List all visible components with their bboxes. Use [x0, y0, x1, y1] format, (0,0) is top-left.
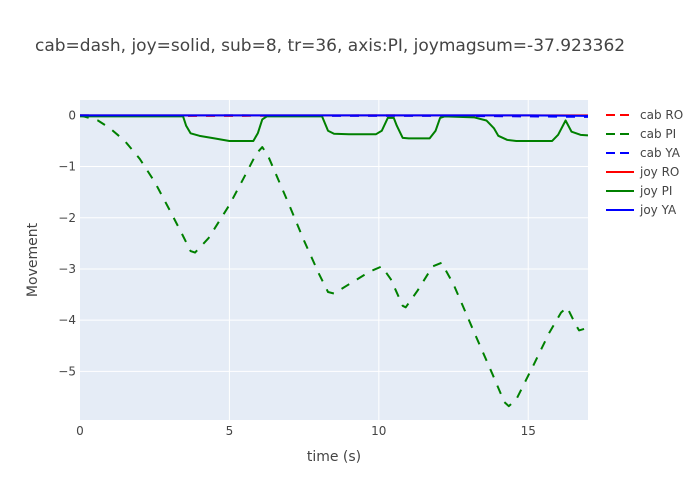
legend-label: cab RO	[640, 108, 683, 122]
legend-item[interactable]: joy YA	[606, 203, 677, 217]
chart-title: cab=dash, joy=solid, sub=8, tr=36, axis:…	[35, 36, 625, 56]
x-tick-label: 10	[371, 424, 386, 438]
legend-label: joy YA	[639, 203, 677, 217]
legend-item[interactable]: joy RO	[606, 165, 679, 179]
ticks: 0 5 10 15 0 −1 −2 −3 −4 −5	[58, 108, 536, 438]
x-axis-title: time (s)	[307, 449, 361, 465]
legend-item[interactable]: joy PI	[606, 184, 672, 198]
legend: cab RO cab PI cab YA joy RO joy PI joy YA	[606, 108, 683, 217]
y-tick-label: −3	[58, 262, 76, 276]
y-tick-label: −4	[58, 313, 76, 327]
x-tick-label: 0	[76, 424, 84, 438]
x-tick-label: 5	[226, 424, 234, 438]
y-tick-label: −5	[58, 364, 76, 378]
y-tick-label: −2	[58, 211, 76, 225]
series-layer	[80, 114, 588, 408]
plot-area	[80, 100, 588, 420]
legend-item[interactable]: cab PI	[606, 127, 676, 141]
y-axis-title: Movement	[25, 222, 41, 297]
legend-item[interactable]: cab RO	[606, 108, 683, 122]
y-tick-label: −1	[58, 160, 76, 174]
legend-item[interactable]: cab YA	[606, 146, 681, 160]
legend-label: joy RO	[639, 165, 679, 179]
y-tick-label: 0	[68, 108, 76, 122]
legend-label: cab PI	[640, 127, 676, 141]
legend-label: joy PI	[639, 184, 672, 198]
series-line-joy-pi	[80, 115, 588, 142]
x-tick-label: 15	[521, 424, 536, 438]
series-line-joy-ya	[80, 114, 588, 117]
legend-label: cab YA	[640, 146, 681, 160]
series-line-cab-pi	[80, 114, 588, 408]
